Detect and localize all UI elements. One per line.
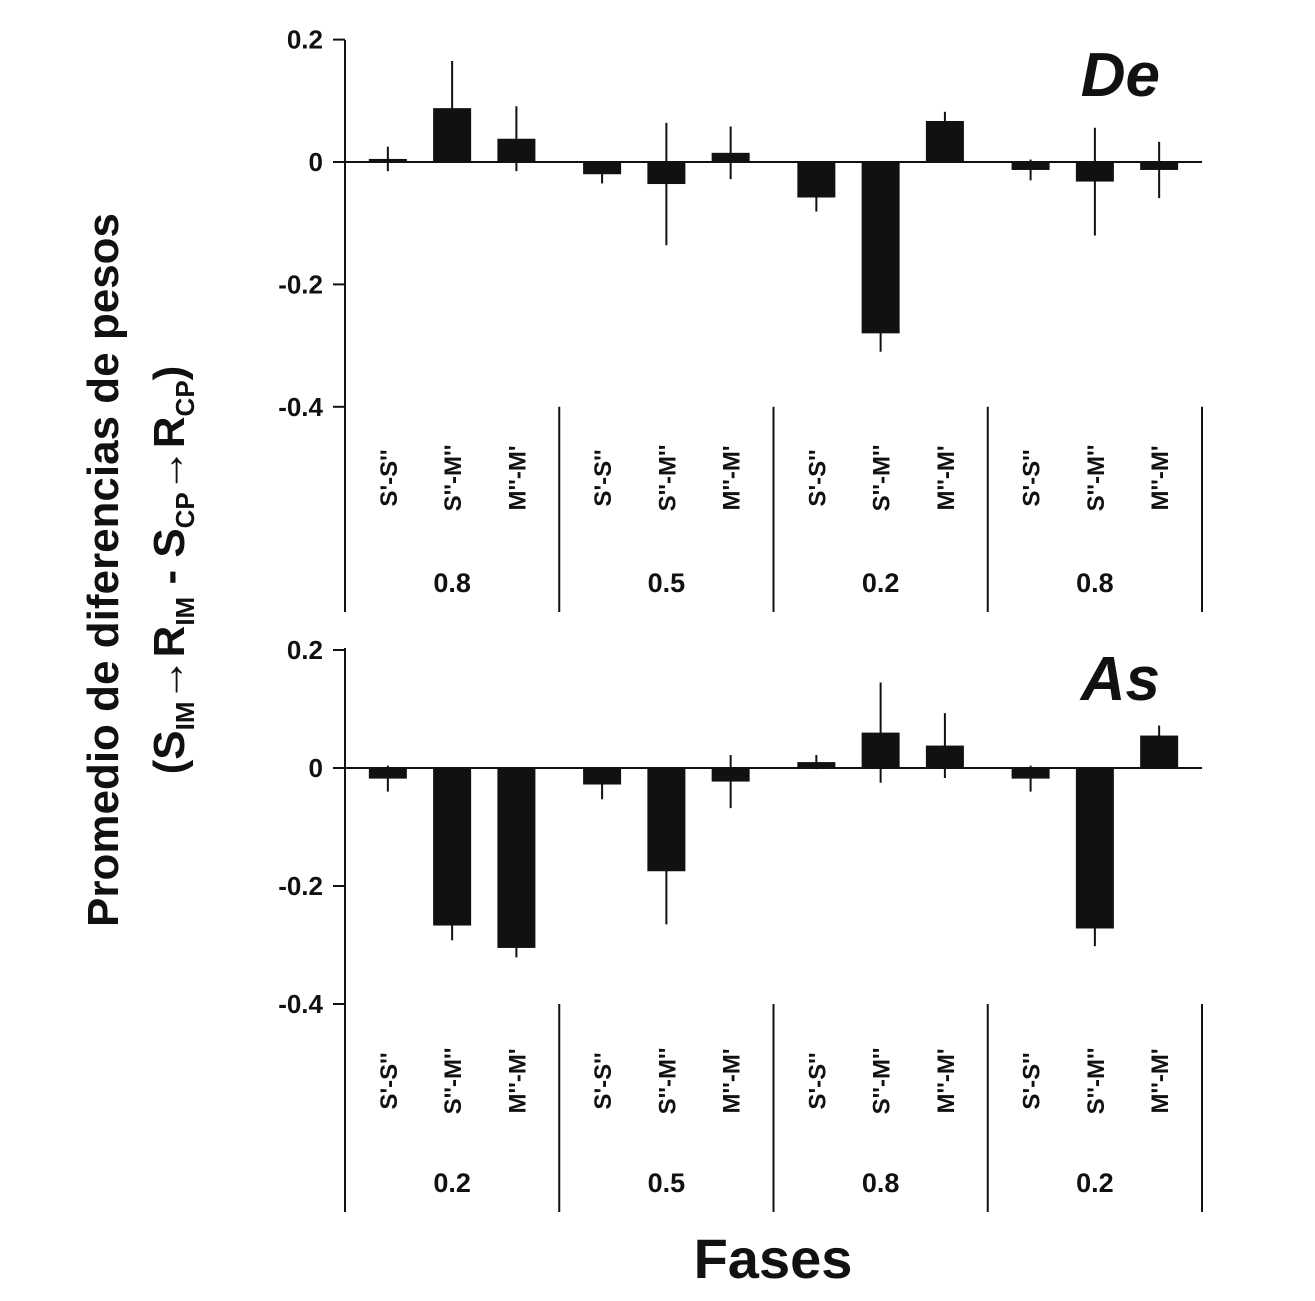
category-label: M''-M' — [504, 1048, 531, 1113]
panel-de: 0.2 0 -0.2 -0.4 De S'-S'' S''-M'' M''-M' 0.8 S'-S… — [278, 25, 1203, 612]
category-label: S'-S'' — [590, 449, 617, 506]
bar — [711, 152, 750, 162]
category-label: M''-M' — [933, 445, 960, 510]
bar — [861, 732, 900, 768]
category-label: S''-M'' — [654, 1048, 681, 1115]
bar — [1011, 768, 1050, 779]
category-label: S''-M'' — [1083, 445, 1110, 512]
category-label: M''-M' — [719, 1048, 746, 1113]
phase-label: 0.2 — [433, 1168, 471, 1198]
y-axis-title-line2: (SIM→RIM - SCP→RCP) — [145, 366, 200, 775]
bar — [797, 162, 836, 198]
phase-label: 0.2 — [862, 568, 900, 598]
category-label: M''-M' — [1147, 1048, 1174, 1113]
phase-label: 0.8 — [433, 568, 471, 598]
category-label: S''-M'' — [440, 445, 467, 512]
bar — [497, 768, 536, 948]
y-tick-label: -0.2 — [278, 871, 323, 901]
x-axis-title: Fases — [694, 1227, 853, 1290]
y-tick-label: -0.2 — [278, 269, 323, 299]
bar — [925, 120, 964, 162]
ylabel-sub-cp-1: CP — [170, 492, 200, 528]
bar — [711, 768, 750, 782]
category-label: S'-S'' — [1019, 449, 1046, 506]
panel-title: As — [1079, 645, 1160, 714]
y-tick-label: 0 — [309, 753, 323, 783]
y-tick-label: 0.2 — [287, 635, 323, 665]
category-label: S'-S'' — [804, 449, 831, 506]
phase-label: 0.5 — [648, 1168, 686, 1198]
bar — [1140, 162, 1179, 170]
ylabel-close: ) — [145, 366, 194, 381]
y-tick-label: 0.2 — [287, 25, 323, 55]
ylabel-sub-cp-2: CP — [170, 380, 200, 416]
ylabel-sub-im-2: IM — [170, 597, 200, 626]
panel-as: 0.2 0 -0.2 -0.4 As S'-S'' S''-M'' M''-M' 0.2 S'-S… — [278, 635, 1203, 1212]
bar — [861, 162, 900, 334]
panel-title: De — [1081, 41, 1160, 110]
bar — [368, 768, 407, 779]
bar — [433, 108, 472, 162]
bar — [1075, 162, 1114, 182]
bar — [583, 162, 622, 175]
y-tick-label: -0.4 — [278, 392, 323, 422]
chart-panels: 0.2 0 -0.2 -0.4 De S'-S'' S''-M'' M''-M' 0.8 S'-S… — [278, 25, 1203, 1212]
category-label: S''-M'' — [869, 445, 896, 512]
bar — [797, 762, 836, 768]
category-label: M''-M' — [1147, 445, 1174, 510]
ylabel-sub-im-1: IM — [170, 701, 200, 730]
phase-label: 0.5 — [648, 568, 686, 598]
bar — [433, 768, 472, 926]
bar — [1075, 768, 1114, 929]
bar — [368, 158, 407, 162]
y-axis-title-line1: Promedio de diferencias de pesos — [79, 213, 128, 927]
bar — [925, 745, 964, 768]
phase-label: 0.8 — [862, 1168, 900, 1198]
bar — [497, 138, 536, 162]
category-label: S'-S'' — [590, 1052, 617, 1109]
y-axis-title: Promedio de diferencias de pesos (SIM→RI… — [79, 213, 200, 927]
ylabel-minus-s: - S — [145, 528, 194, 596]
ylabel-open: (S — [145, 730, 194, 774]
bar — [583, 768, 622, 785]
phase-label: 0.8 — [1076, 568, 1114, 598]
category-label: S''-M'' — [869, 1048, 896, 1115]
category-label: M''-M' — [504, 445, 531, 510]
category-label: M''-M' — [719, 445, 746, 510]
category-label: S''-M'' — [654, 445, 681, 512]
category-label: M''-M' — [933, 1048, 960, 1113]
bar — [647, 768, 686, 872]
y-tick-label: -0.4 — [278, 989, 323, 1019]
phase-label: 0.2 — [1076, 1168, 1114, 1198]
bar — [1140, 735, 1179, 768]
category-label: S''-M'' — [1083, 1048, 1110, 1115]
category-label: S'-S'' — [1019, 1052, 1046, 1109]
bar — [1011, 162, 1050, 170]
ylabel-arrow-r-1: →R — [145, 626, 194, 702]
y-tick-label: 0 — [309, 147, 323, 177]
category-label: S'-S'' — [376, 449, 403, 506]
bar — [647, 162, 686, 185]
ylabel-arrow-r-2: →R — [145, 416, 194, 492]
category-label: S'-S'' — [376, 1052, 403, 1109]
category-label: S'-S'' — [804, 1052, 831, 1109]
category-label: S''-M'' — [440, 1048, 467, 1115]
